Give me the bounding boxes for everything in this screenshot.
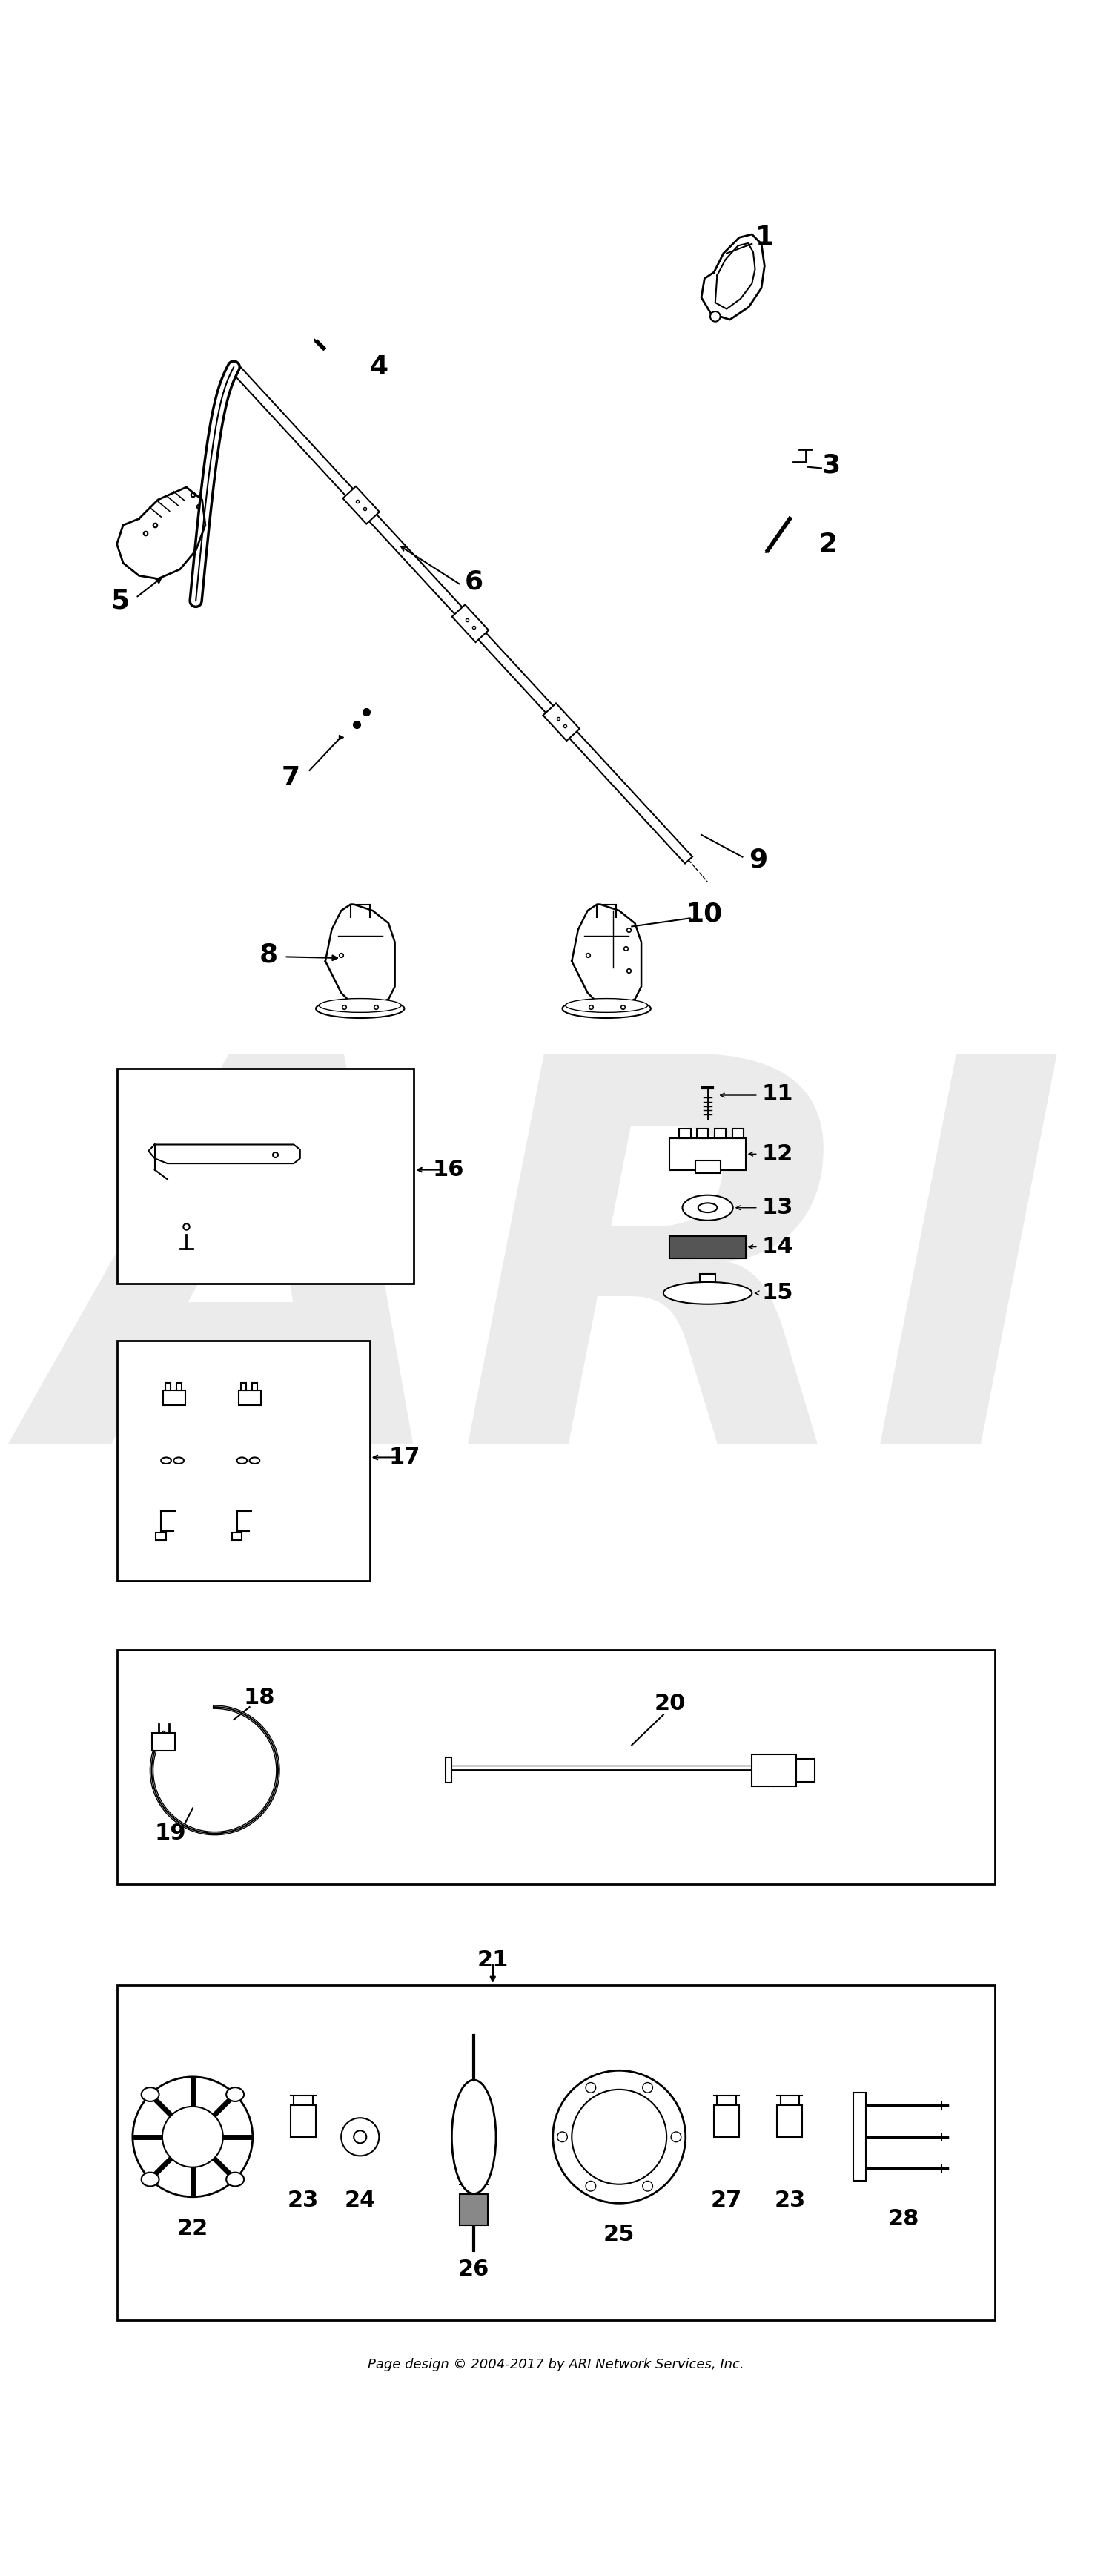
Text: 12: 12 <box>762 1144 793 1164</box>
Bar <box>252 1383 257 1391</box>
Bar <box>290 2105 316 2138</box>
Text: 5: 5 <box>111 587 129 613</box>
Circle shape <box>553 2071 685 2202</box>
Bar <box>166 1383 170 1391</box>
Text: 18: 18 <box>244 1687 275 1708</box>
Ellipse shape <box>237 1458 247 1463</box>
Bar <box>231 1533 242 1540</box>
Text: 8: 8 <box>259 943 278 969</box>
Ellipse shape <box>226 2172 244 2187</box>
Ellipse shape <box>563 999 651 1018</box>
Text: 7: 7 <box>281 765 300 791</box>
Ellipse shape <box>173 1458 183 1463</box>
Bar <box>239 1391 261 1404</box>
Circle shape <box>643 2182 653 2192</box>
Circle shape <box>671 2133 682 2141</box>
Text: 23: 23 <box>774 2190 805 2210</box>
Bar <box>733 1128 744 1139</box>
Bar <box>777 2105 803 2138</box>
Text: 20: 20 <box>654 1692 685 1716</box>
Circle shape <box>557 2133 567 2141</box>
Bar <box>117 1069 414 1283</box>
Bar <box>715 1128 726 1139</box>
Bar <box>701 1275 715 1293</box>
Bar <box>163 1391 185 1404</box>
Text: 3: 3 <box>822 453 841 477</box>
Bar <box>241 1383 247 1391</box>
Circle shape <box>341 2117 379 2156</box>
Text: ARI: ARI <box>43 1038 1069 1556</box>
Bar <box>117 1340 369 1582</box>
Ellipse shape <box>226 2087 244 2102</box>
Bar <box>697 1128 708 1139</box>
Text: 17: 17 <box>388 1448 420 1468</box>
Polygon shape <box>543 703 579 742</box>
Ellipse shape <box>451 2079 496 2195</box>
Ellipse shape <box>664 1283 752 1303</box>
Circle shape <box>132 2076 252 2197</box>
Circle shape <box>711 312 721 322</box>
Bar <box>752 1754 796 1785</box>
Text: 25: 25 <box>604 2223 635 2246</box>
Circle shape <box>572 2089 666 2184</box>
Ellipse shape <box>161 1458 171 1463</box>
Text: 15: 15 <box>762 1283 793 1303</box>
Ellipse shape <box>566 999 647 1012</box>
Bar <box>796 1759 815 1783</box>
Bar <box>117 1986 995 2321</box>
Text: 26: 26 <box>458 2259 489 2280</box>
Bar <box>117 1651 995 1883</box>
Circle shape <box>586 2081 596 2092</box>
Bar <box>156 1533 166 1540</box>
Text: 21: 21 <box>477 1950 508 1971</box>
Text: 6: 6 <box>465 569 483 595</box>
Ellipse shape <box>698 1203 717 1213</box>
Circle shape <box>162 2107 224 2166</box>
Text: 22: 22 <box>177 2218 208 2239</box>
Ellipse shape <box>316 999 405 1018</box>
Text: 16: 16 <box>433 1159 465 1180</box>
Bar <box>460 2195 488 2226</box>
Ellipse shape <box>141 2172 159 2187</box>
Text: 9: 9 <box>748 848 767 873</box>
Polygon shape <box>230 363 693 863</box>
Ellipse shape <box>683 1195 733 1221</box>
Bar <box>669 1139 745 1170</box>
Text: 28: 28 <box>887 2208 920 2231</box>
Ellipse shape <box>141 2087 159 2102</box>
Text: 19: 19 <box>155 1824 187 1844</box>
Ellipse shape <box>319 999 401 1012</box>
Polygon shape <box>451 605 488 641</box>
Text: Page design © 2004-2017 by ARI Network Services, Inc.: Page design © 2004-2017 by ARI Network S… <box>368 2357 744 2370</box>
Ellipse shape <box>249 1458 259 1463</box>
Bar <box>176 1383 181 1391</box>
Text: 4: 4 <box>370 355 388 379</box>
Circle shape <box>586 2182 596 2192</box>
Circle shape <box>643 2081 653 2092</box>
Bar <box>695 1159 721 1172</box>
Bar <box>669 1236 745 1257</box>
Text: 1: 1 <box>755 224 774 250</box>
Bar <box>679 1128 691 1139</box>
Text: 23: 23 <box>288 2190 319 2210</box>
Text: 13: 13 <box>762 1198 793 1218</box>
Text: 24: 24 <box>345 2190 376 2210</box>
Text: 11: 11 <box>762 1082 793 1105</box>
Circle shape <box>354 2130 367 2143</box>
Text: 10: 10 <box>686 902 723 927</box>
Text: 27: 27 <box>711 2190 743 2210</box>
Bar <box>853 2092 865 2182</box>
Text: 2: 2 <box>818 531 837 556</box>
Bar <box>446 1757 451 1783</box>
Polygon shape <box>342 487 379 523</box>
Text: 14: 14 <box>762 1236 793 1257</box>
Bar <box>714 2105 739 2138</box>
Bar <box>152 1734 175 1752</box>
